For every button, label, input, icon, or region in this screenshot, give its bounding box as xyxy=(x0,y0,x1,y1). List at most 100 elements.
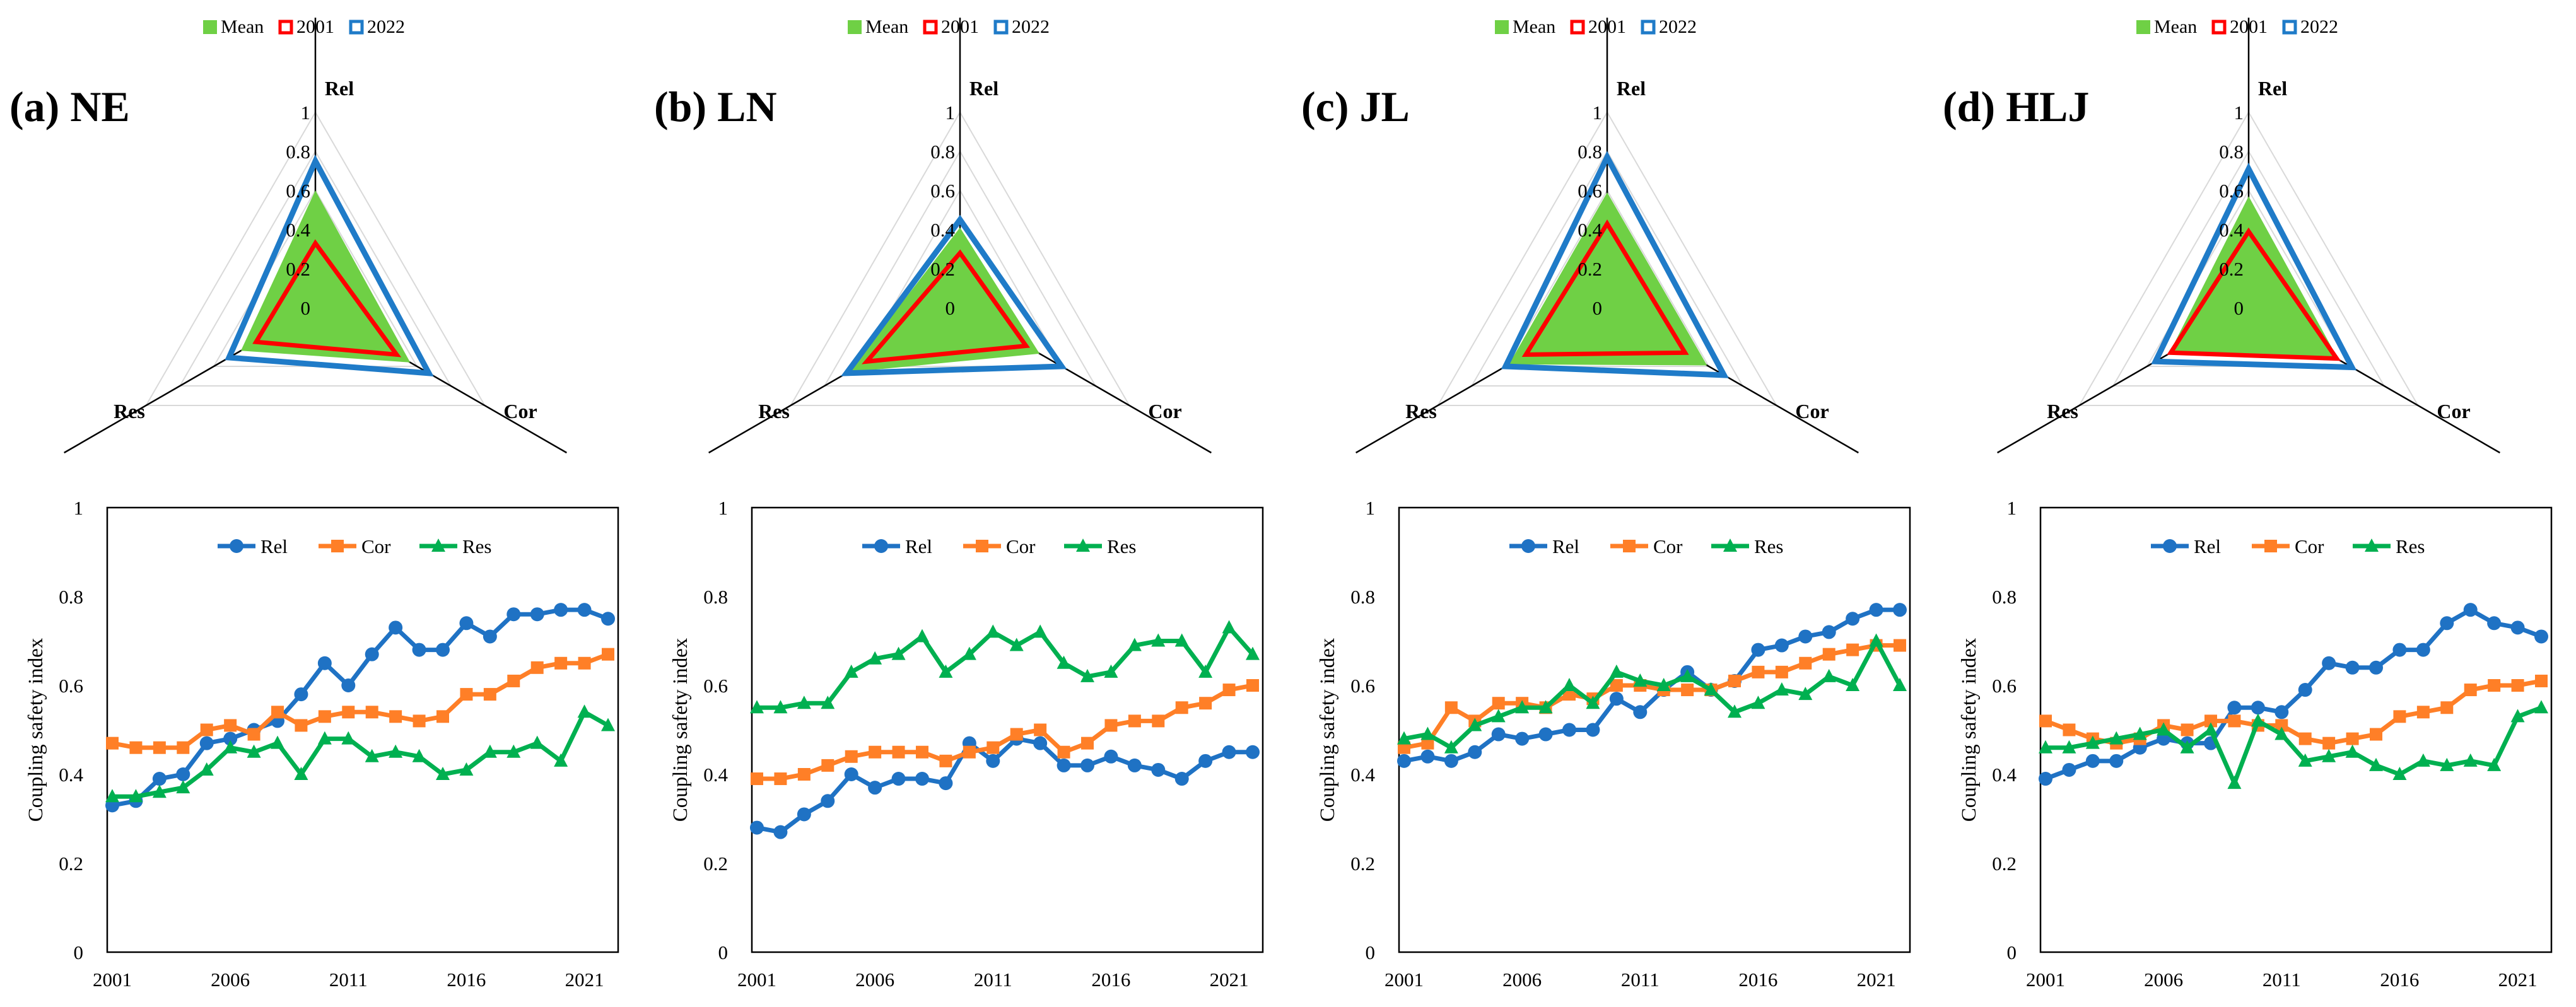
rel-point xyxy=(1198,754,1213,768)
res-point xyxy=(1869,633,1883,647)
y-tick-label: 0.2 xyxy=(703,853,728,875)
legend-label: 2022 xyxy=(367,16,405,37)
radar-tick-label: 0.4 xyxy=(1578,219,1602,241)
radar-chart: 0 0.2 0.4 0.6 0.8 1 Rel Cor Res xyxy=(1997,18,2500,454)
legend-swatch-2001 xyxy=(2211,20,2227,35)
radar-gridline xyxy=(823,149,1097,387)
res-point xyxy=(2133,726,2147,740)
radar-tick-label: 1 xyxy=(1593,102,1603,124)
res-point xyxy=(2440,757,2454,771)
cor-point xyxy=(1799,656,1812,670)
radar-tick-label: 0 xyxy=(2234,297,2244,319)
res-point xyxy=(844,664,858,678)
legend-label: 2022 xyxy=(1012,16,1050,37)
radar-line-2022 xyxy=(840,214,1067,376)
res-point xyxy=(1680,668,1695,682)
rel-point xyxy=(317,656,332,670)
cor-point xyxy=(460,688,473,701)
res-point xyxy=(2109,731,2124,745)
cor-point xyxy=(1081,736,1094,750)
x-tick-label: 2001 xyxy=(737,969,776,991)
res-point xyxy=(1656,678,1671,691)
cor-point xyxy=(869,745,882,759)
res-point xyxy=(176,780,190,794)
x-tick-label: 2021 xyxy=(565,969,604,991)
res-point xyxy=(1468,718,1482,731)
y-tick-label: 0 xyxy=(2007,941,2017,963)
y-tick-label: 1 xyxy=(74,497,84,519)
radar-gridline xyxy=(144,111,486,406)
radar-area-mean xyxy=(2169,196,2339,360)
rel-point xyxy=(844,767,858,781)
cor-point xyxy=(2393,710,2406,723)
res-point xyxy=(1515,700,1530,714)
res-point xyxy=(2062,740,2076,754)
rel-point xyxy=(2369,660,2383,675)
rel-point xyxy=(915,772,929,786)
res-point xyxy=(2039,740,2052,754)
res-point xyxy=(868,651,882,665)
legend-label: Cor xyxy=(2295,535,2324,557)
res-point xyxy=(577,704,592,718)
res-point xyxy=(1798,687,1813,701)
legend-marker xyxy=(1623,540,1636,552)
cor-point xyxy=(1752,665,1765,678)
res-point xyxy=(821,696,835,709)
radar-area-mean xyxy=(1509,192,1707,366)
radar-line-2001 xyxy=(2167,227,2341,361)
rel-point xyxy=(1104,749,1118,764)
res-point xyxy=(1704,682,1718,696)
radar-axis-label: Res xyxy=(758,400,790,422)
series-line-cor xyxy=(112,652,609,750)
radar-axis-label: Cor xyxy=(503,400,537,422)
rel-point xyxy=(2322,656,2336,670)
panel-1: Mean 2001 2022(b) LN00.20.40.60.81RelCorRe… xyxy=(654,16,1264,991)
x-tick-label: 2021 xyxy=(1857,969,1896,991)
radar-axis-label: Rel xyxy=(2258,77,2287,100)
y-tick-label: 0.6 xyxy=(1992,675,2017,697)
plot-area xyxy=(2039,506,2553,953)
res-point xyxy=(1609,664,1624,678)
res-point xyxy=(152,784,167,798)
cor-point xyxy=(436,710,449,723)
rel-point xyxy=(2085,754,2100,768)
cor-point xyxy=(845,750,858,763)
cor-point xyxy=(1610,679,1623,692)
rel-point xyxy=(2510,620,2525,635)
cor-point xyxy=(2039,714,2052,728)
y-tick-label: 0.6 xyxy=(1350,675,1375,697)
radar-tick-label: 1 xyxy=(946,102,956,124)
rel-point xyxy=(1869,603,1883,617)
cor-point xyxy=(2204,714,2217,728)
legend-label: Rel xyxy=(2194,535,2221,557)
radar-axis-label: Res xyxy=(2047,400,2078,422)
cor-point xyxy=(1681,684,1694,697)
rel-point xyxy=(750,820,764,835)
cor-point xyxy=(1246,679,1259,692)
legend-label: Mean xyxy=(221,16,264,37)
y-tick-label: 1 xyxy=(2007,497,2017,519)
rel-point xyxy=(797,807,811,822)
res-point xyxy=(412,748,426,762)
res-point xyxy=(2157,722,2171,736)
radar-tick-label: 0.2 xyxy=(930,258,955,280)
res-point xyxy=(1586,696,1600,709)
legend-label: 2022 xyxy=(1659,16,1697,37)
legend-swatch-mean xyxy=(203,20,217,34)
res-point xyxy=(1222,620,1236,634)
radar-gridline xyxy=(179,149,452,387)
x-tick-label: 2006 xyxy=(2144,969,2183,991)
cor-point xyxy=(892,745,905,759)
radar-tick-label: 0.6 xyxy=(2219,180,2244,202)
y-tick-label: 0.4 xyxy=(703,764,728,786)
radar-axis-label: Cor xyxy=(1148,400,1181,422)
cor-point xyxy=(1775,665,1788,678)
series-line-res xyxy=(1403,639,1902,750)
res-point xyxy=(2251,713,2265,727)
rel-point xyxy=(821,794,835,808)
res-point xyxy=(1033,624,1048,638)
legend-label: Rel xyxy=(261,535,288,557)
y-tick-label: 0.2 xyxy=(1992,853,2017,875)
radar-tick-label: 0.6 xyxy=(1578,180,1602,202)
